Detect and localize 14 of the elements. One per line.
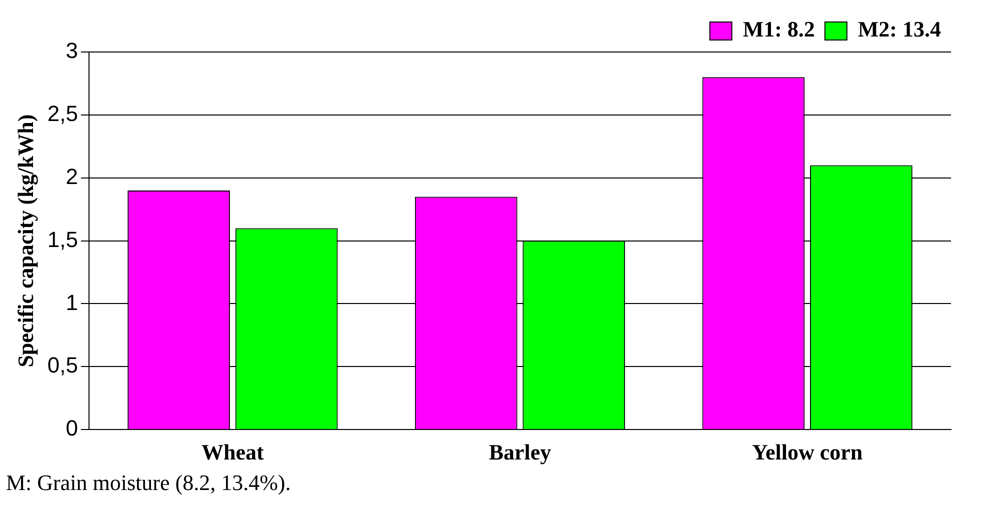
y-tick-label: 1	[66, 290, 78, 315]
x-tick-label: Wheat	[201, 439, 264, 464]
y-axis-title: Specific capacity (kg/kWh)	[12, 114, 38, 368]
y-tick-label: 3	[66, 38, 78, 64]
x-tick-label: Barley	[488, 439, 552, 464]
y-tick-label: 0,5	[47, 352, 78, 378]
x-tick-label: Yellow corn	[752, 439, 863, 464]
legend-label: M1: 8.2	[742, 16, 815, 42]
y-tick-label: 1,5	[47, 226, 78, 252]
y-tick-label: 2	[66, 164, 78, 189]
legend-label: M2: 13.4	[858, 16, 942, 42]
y-tick-label: 0	[66, 416, 78, 441]
text: M: Grain moisture (8.2, 13.4%).	[6, 470, 292, 496]
y-tick-label: 2,5	[47, 100, 78, 126]
